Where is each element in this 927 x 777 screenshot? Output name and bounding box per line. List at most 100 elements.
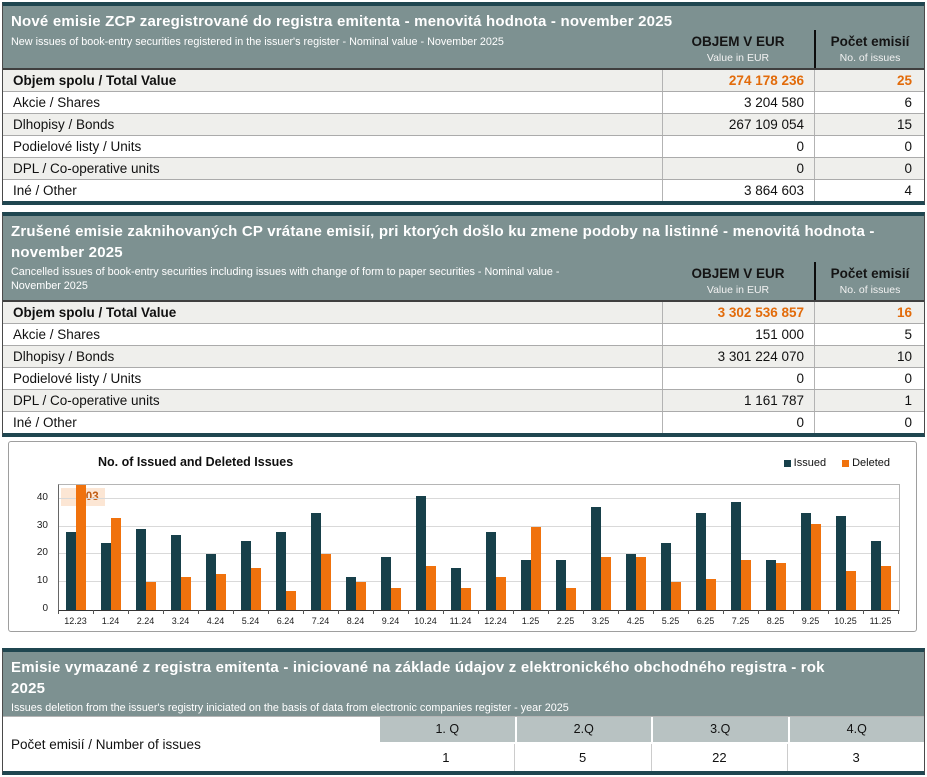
legend-item-deleted: Deleted: [842, 457, 890, 469]
value-cell: 274 178 236: [662, 70, 814, 91]
value-cell: 3 301 224 070: [662, 346, 814, 367]
table-row: Akcie / Shares 151 000 5: [3, 323, 924, 345]
x-tick-label: 9.24: [381, 616, 400, 626]
x-tick-label: 3.25: [591, 616, 610, 626]
deleted-bar: [286, 590, 296, 610]
deleted-bar: [146, 582, 156, 610]
chart-title: No. of Issued and Deleted Issues: [98, 455, 294, 469]
x-tick-label: 5.24: [241, 616, 260, 626]
row-label: DPL / Co-operative units: [13, 393, 160, 408]
quarter-columns: 1. Q 2.Q 3.Q 4.Q 1 5 22 3: [378, 717, 924, 771]
value-cell: 151 000: [662, 324, 814, 345]
y-tick-label: 40: [36, 491, 48, 503]
new-issues-header: Nové emisie ZCP zaregistrované do regist…: [3, 6, 924, 68]
value-cell: 3 302 536 857: [662, 302, 814, 323]
chart-legend: Issued Deleted: [783, 457, 890, 469]
table-title: Nové emisie ZCP zaregistrované do regist…: [11, 13, 673, 30]
quarter-header: 4.Q: [789, 717, 924, 742]
count-cell: 0: [814, 412, 924, 433]
issued-bar: [66, 532, 76, 610]
count-cell: 0: [814, 368, 924, 389]
new-issues-section: Nové emisie ZCP zaregistrované do regist…: [2, 2, 925, 205]
row-label: DPL / Co-operative units: [13, 161, 160, 176]
quarter-value: 22: [650, 744, 788, 771]
deleted-bar: [111, 518, 121, 610]
deleted-bar: [776, 562, 786, 610]
quarter-header-row: 1. Q 2.Q 3.Q 4.Q: [378, 717, 924, 744]
axis-tick: [443, 610, 444, 614]
table-subtitle: Issues deletion from the issuer's regist…: [11, 702, 569, 714]
table-subtitle: Cancelled issues of book-entry securitie…: [11, 266, 560, 292]
table-row: Dlhopisy / Bonds 267 109 054 15: [3, 113, 924, 135]
axis-tick: [163, 610, 164, 614]
issued-bar: [591, 507, 601, 610]
new-issues-rows: Objem spolu / Total Value 274 178 236 25 Ak…: [3, 68, 924, 201]
count-cell: 5: [814, 324, 924, 345]
axis-tick: [548, 610, 549, 614]
table-row: Iné / Other 0 0: [3, 411, 924, 433]
deleted-bar: [601, 557, 611, 610]
deleted-bar: [426, 565, 436, 610]
deletions-section: Emisie vymazané z registra emitenta - in…: [2, 648, 925, 775]
issued-bar: [801, 512, 811, 610]
y-tick-label: 0: [42, 603, 48, 614]
axis-tick: [863, 610, 864, 614]
column-headers: OBJEM V EUR Value in EUR Počet emisií No…: [662, 30, 924, 68]
legend-item-issued: Issued: [783, 457, 826, 469]
cancelled-issues-header: Zrušené emisie zaknihovaných CP vrátane …: [3, 216, 924, 300]
issued-bar: [871, 540, 881, 610]
value-cell: 0: [662, 412, 814, 433]
axis-tick: [478, 610, 479, 614]
table-title: Zrušené emisie zaknihovaných CP vrátane …: [11, 223, 875, 261]
issued-swatch-icon: [783, 459, 791, 467]
deleted-bar: [321, 554, 331, 610]
plot-area: 103: [58, 484, 900, 611]
table-row: Podielové listy / Units 0 0: [3, 367, 924, 389]
count-column-header: Počet emisií No. of issues: [814, 30, 924, 68]
axis-tick: [198, 610, 199, 614]
value-cell: 3 864 603: [662, 180, 814, 201]
row-label: Akcie / Shares: [13, 327, 101, 342]
deleted-bar: [846, 571, 856, 610]
x-tick-label: 11.24: [449, 616, 472, 626]
value-column-header: OBJEM V EUR Value in EUR: [662, 262, 814, 300]
row-label: Podielové listy / Units: [13, 371, 142, 386]
count-cell: 25: [814, 70, 924, 91]
issued-bar: [486, 532, 496, 610]
legend-label: Deleted: [852, 457, 890, 469]
deleted-bar: [356, 582, 366, 610]
x-tick-label: 5.25: [661, 616, 680, 626]
axis-tick: [373, 610, 374, 614]
axis-tick: [898, 610, 899, 614]
row-label: Akcie / Shares: [13, 95, 101, 110]
deleted-bar: [216, 573, 226, 610]
deleted-bar: [181, 576, 191, 610]
y-tick-label: 10: [36, 575, 48, 587]
axis-tick: [688, 610, 689, 614]
row-label: Dlhopisy / Bonds: [13, 349, 115, 364]
row-label: Podielové listy / Units: [13, 139, 142, 154]
row-label: Iné / Other: [13, 415, 77, 430]
axis-tick: [268, 610, 269, 614]
table-row: Akcie / Shares 3 204 580 6: [3, 91, 924, 113]
axis-tick: [93, 610, 94, 614]
column-headers: OBJEM V EUR Value in EUR Počet emisií No…: [662, 262, 924, 300]
table-row: DPL / Co-operative units 0 0: [3, 157, 924, 179]
count-cell: 0: [814, 158, 924, 179]
deleted-bar: [566, 587, 576, 610]
deleted-bar: [636, 557, 646, 610]
issued-bar: [696, 512, 706, 610]
deleted-bar: [706, 579, 716, 610]
count-column-header: Počet emisií No. of issues: [814, 262, 924, 300]
issued-bar: [556, 560, 566, 610]
issued-bar: [311, 512, 321, 610]
issued-bar: [101, 543, 111, 610]
row-label: Objem spolu / Total Value: [13, 305, 177, 320]
row-label: Dlhopisy / Bonds: [13, 117, 115, 132]
axis-tick: [408, 610, 409, 614]
deleted-bar: [531, 526, 541, 610]
x-tick-label: 6.24: [276, 616, 295, 626]
axis-tick: [233, 610, 234, 614]
issued-bar: [766, 560, 776, 610]
issued-bar: [521, 560, 531, 610]
